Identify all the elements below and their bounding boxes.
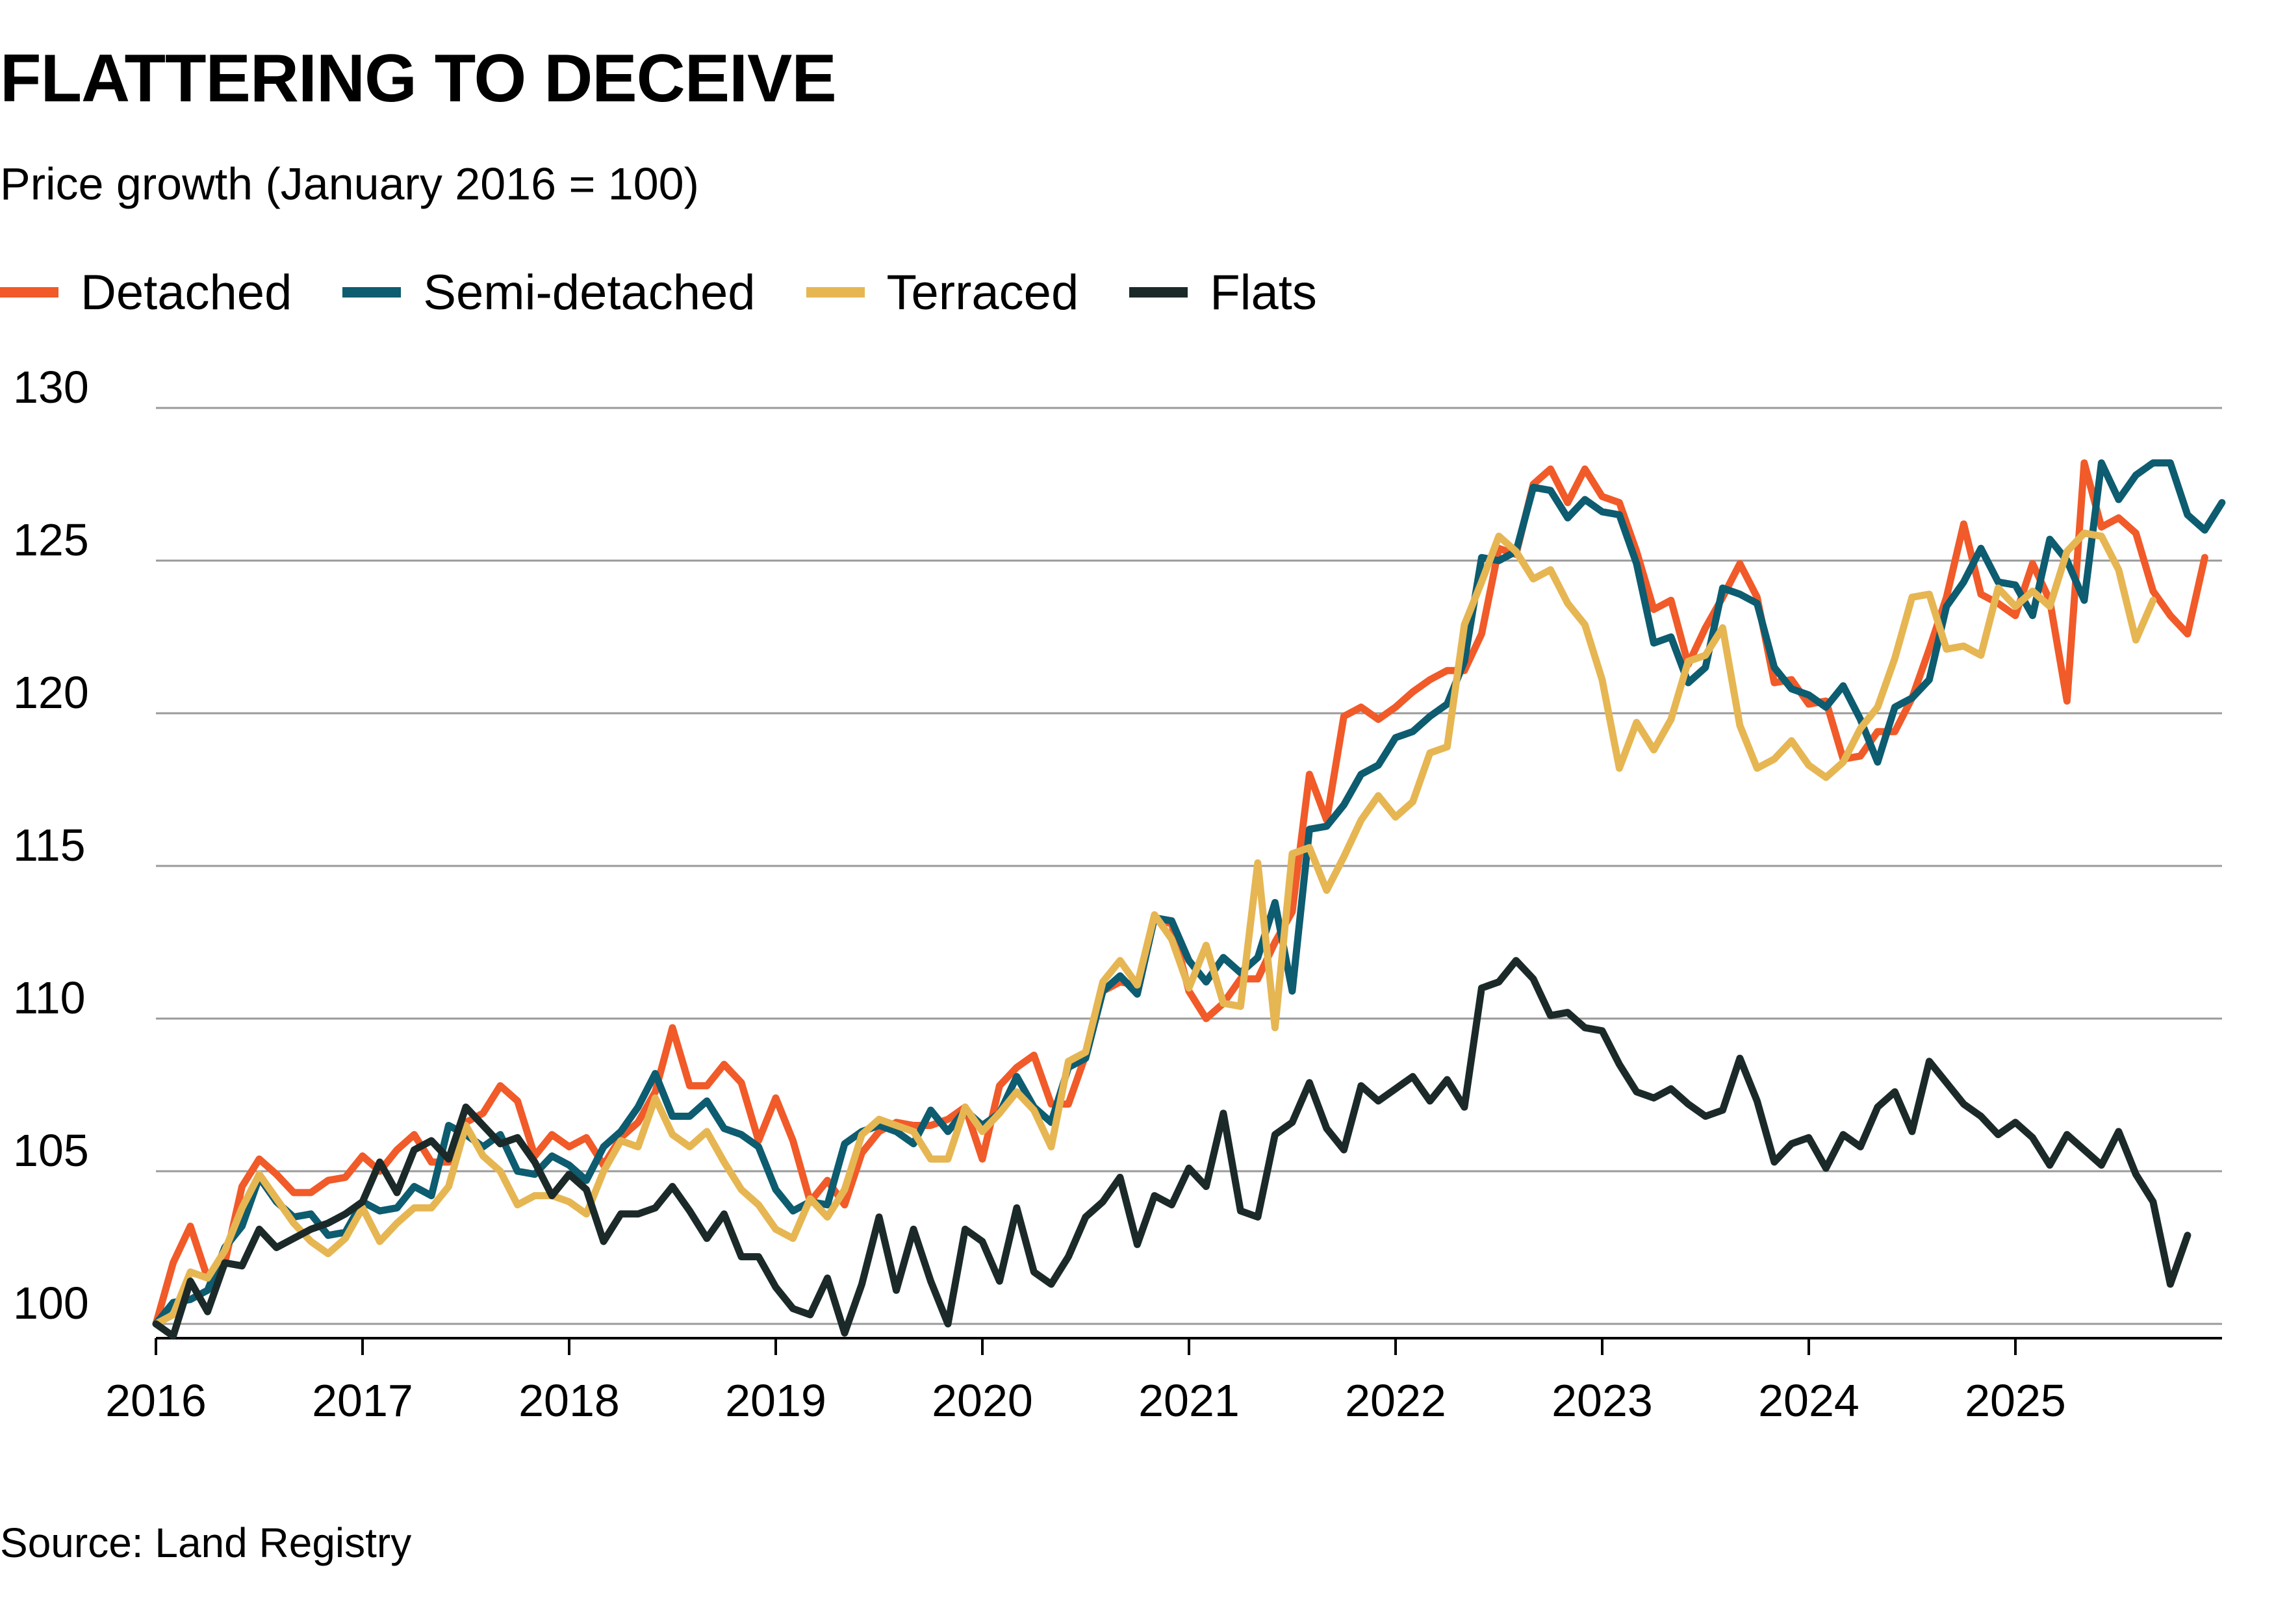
x-tick-label-2017: 2017 xyxy=(312,1375,413,1426)
y-tick-label-120: 120 xyxy=(13,667,89,718)
chart-subtitle: Price growth (January 2016 = 100) xyxy=(0,159,699,209)
legend-item-semi-detached: Semi-detached xyxy=(342,264,756,321)
series-line-semi-detached xyxy=(152,459,2226,1328)
y-tick-label-125: 125 xyxy=(13,514,89,565)
y-tick-label-115: 115 xyxy=(13,820,86,870)
y-tick-label-110: 110 xyxy=(13,972,86,1023)
legend-item-terraced: Terraced xyxy=(806,264,1079,321)
x-tick-label-2022: 2022 xyxy=(1345,1375,1446,1426)
y-tick-label-100: 100 xyxy=(13,1278,89,1328)
x-axis: 2016 2017 2018 2019 2020 2021 2022 2023 2024 2025 xyxy=(105,1337,2222,1426)
legend-item-flats: Flats xyxy=(1129,264,1317,321)
series-line-terraced xyxy=(152,529,2157,1328)
x-tick-label-2019: 2019 xyxy=(725,1375,826,1426)
legend-swatch-detached xyxy=(0,287,58,298)
y-axis-labels: 100 105 110 115 120 125 130 xyxy=(13,362,89,1328)
legend-label-flats: Flats xyxy=(1210,264,1317,320)
gridlines xyxy=(156,407,2222,1325)
legend-swatch-flats xyxy=(1129,287,1188,298)
y-tick-label-105: 105 xyxy=(13,1125,89,1176)
x-tick-label-2025: 2025 xyxy=(1965,1375,2066,1426)
x-tick-label-2016: 2016 xyxy=(105,1375,207,1426)
legend-label-detached: Detached xyxy=(81,264,292,320)
y-tick-label-130: 130 xyxy=(13,362,89,412)
legend-swatch-semi-detached xyxy=(342,287,402,298)
legend-label-semi-detached: Semi-detached xyxy=(423,264,756,320)
x-tick-label-2024: 2024 xyxy=(1758,1375,1859,1426)
chart-title: FLATTERING TO DECEIVE xyxy=(0,41,837,116)
x-tick-label-2023: 2023 xyxy=(1552,1375,1653,1426)
legend: Detached Semi-detached Terraced Flats xyxy=(0,260,1368,325)
series-line-flats xyxy=(152,957,2191,1340)
series-lines xyxy=(152,459,2226,1340)
x-tick-label-2018: 2018 xyxy=(518,1375,620,1426)
x-tick-label-2020: 2020 xyxy=(932,1375,1033,1426)
x-tick-label-2021: 2021 xyxy=(1138,1375,1240,1426)
legend-swatch-terraced xyxy=(806,287,865,298)
legend-item-detached: Detached xyxy=(0,264,292,321)
legend-label-terraced: Terraced xyxy=(886,264,1079,320)
source-note: Source: Land Registry xyxy=(0,1519,412,1566)
